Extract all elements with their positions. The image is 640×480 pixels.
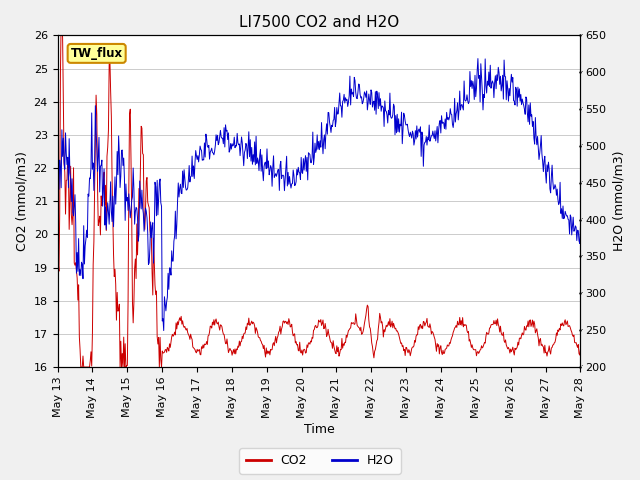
H2O [474,56,482,61]
Text: ·: · [580,68,583,77]
CO2 [58,16,65,22]
Legend: CO2, H2O: CO2, H2O [239,448,401,474]
Line: H2O: H2O [58,59,580,331]
CO2 [64,155,72,161]
CO2 [199,342,207,348]
H2O [63,162,71,168]
Text: ·: · [580,326,583,335]
CO2 [384,322,392,328]
Y-axis label: H2O (mmol/m3): H2O (mmol/m3) [612,151,625,252]
X-axis label: Time: Time [303,423,334,436]
H2O [54,194,61,200]
Line: CO2: CO2 [58,19,580,367]
Text: ·: · [580,215,583,224]
Title: LI7500 CO2 and H2O: LI7500 CO2 and H2O [239,15,399,30]
CO2 [577,346,584,352]
H2O [577,223,584,229]
Y-axis label: CO2 (mmol/m3): CO2 (mmol/m3) [15,151,28,251]
H2O [399,141,406,146]
H2O [171,233,179,239]
CO2 [77,364,84,370]
Text: ·: · [580,289,583,298]
H2O [160,328,168,334]
CO2 [399,343,407,348]
Text: TW_flux: TW_flux [70,47,123,60]
Text: ·: · [580,105,583,114]
CO2 [172,332,179,338]
H2O [198,157,206,163]
CO2 [54,285,61,291]
Text: ·: · [580,362,583,372]
H2O [383,112,391,118]
Text: ·: · [580,178,583,187]
CO2 [118,350,126,356]
H2O [117,173,125,179]
Text: ·: · [580,31,583,40]
Text: ·: · [580,142,583,150]
Text: ·: · [580,252,583,261]
